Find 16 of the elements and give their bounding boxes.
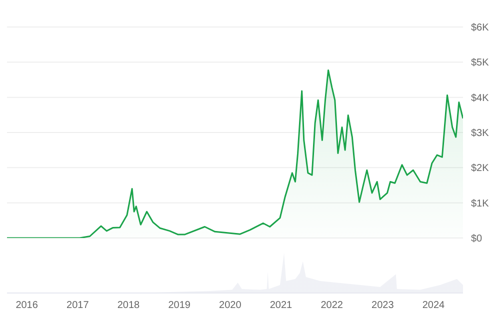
y-tick-label: $5K — [471, 58, 490, 69]
x-tick-label: 2024 — [422, 300, 446, 312]
x-tick-label: 2023 — [372, 300, 394, 312]
x-tick-label: 2016 — [16, 300, 38, 312]
x-tick-label: 2018 — [117, 300, 140, 312]
y-tick-label: $4K — [471, 92, 490, 104]
y-tick-label: $2K — [471, 163, 490, 174]
y-tick-label: $3K — [471, 128, 490, 140]
x-tick-label: 2020 — [219, 300, 242, 312]
x-tick-label: 2017 — [66, 300, 90, 312]
x-tick-label: 2022 — [320, 300, 344, 312]
y-tick-label: $1K — [471, 198, 490, 210]
y-tick-label: $6K — [471, 22, 490, 34]
x-tick-label: 2021 — [270, 300, 293, 312]
y-tick-label: $0 — [471, 234, 483, 245]
x-tick-label: 2019 — [168, 300, 191, 312]
